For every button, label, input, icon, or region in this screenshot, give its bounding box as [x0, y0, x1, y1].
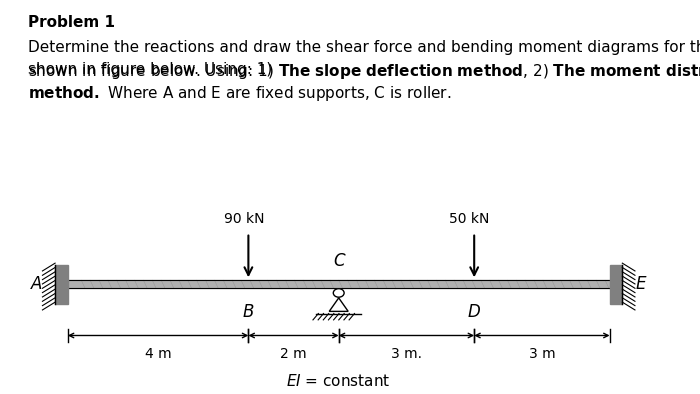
Text: 50 kN: 50 kN: [449, 212, 490, 226]
Text: 4 m: 4 m: [145, 347, 172, 361]
Bar: [610, 265, 622, 303]
Text: 90 kN: 90 kN: [223, 212, 264, 226]
Text: D: D: [468, 303, 481, 321]
Text: $EI$ = constant: $EI$ = constant: [286, 373, 391, 389]
Text: $\mathbf{method.}$ Where A and E are fixed supports, C is roller.: $\mathbf{method.}$ Where A and E are fix…: [28, 84, 452, 102]
Text: shown in figure below. Using: 1): shown in figure below. Using: 1): [28, 62, 277, 77]
Text: E: E: [636, 275, 647, 293]
Bar: [55, 265, 68, 303]
Circle shape: [333, 289, 344, 297]
Text: C: C: [333, 252, 344, 270]
Text: 3 m: 3 m: [528, 347, 555, 361]
Text: Determine the reactions and draw the shear force and bending moment diagrams for: Determine the reactions and draw the she…: [28, 40, 700, 55]
Polygon shape: [329, 298, 348, 311]
Text: Problem 1: Problem 1: [28, 15, 115, 30]
Text: 3 m.: 3 m.: [391, 347, 422, 361]
Bar: [68, 280, 610, 288]
Text: shown in figure below. Using: 1) $\mathbf{The\ slope\ deflection\ method}$, 2) $: shown in figure below. Using: 1) $\mathb…: [28, 62, 700, 81]
Text: B: B: [243, 303, 254, 321]
Text: 2 m: 2 m: [280, 347, 307, 361]
Text: A: A: [30, 275, 42, 293]
